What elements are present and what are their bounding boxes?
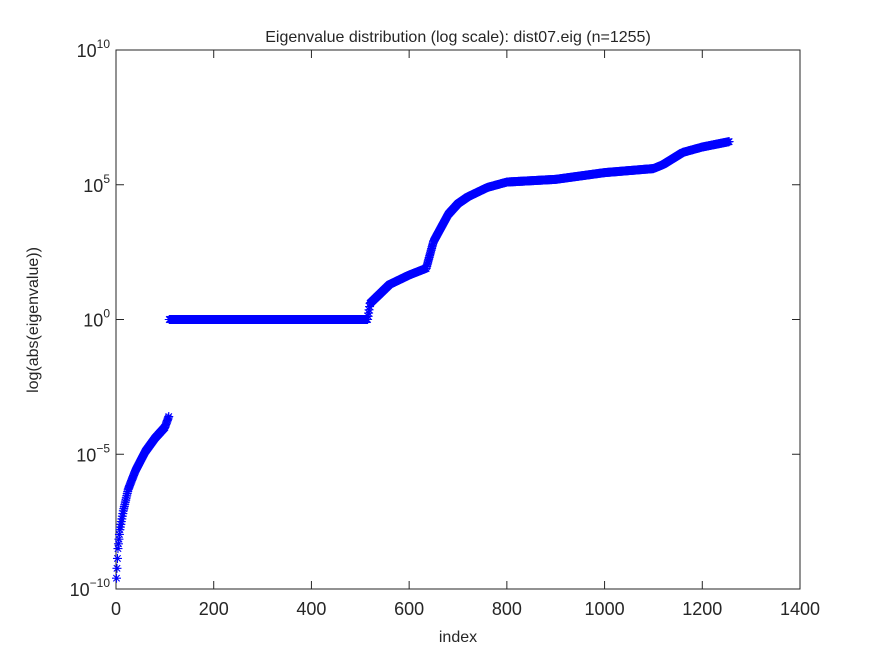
x-tick-label: 1000 [585, 599, 625, 619]
data-point [112, 553, 122, 563]
x-axis-ticks: 0 200 400 600 800 1000 1200 1400 [111, 50, 820, 619]
y-tick-label: 1010 [77, 37, 111, 61]
data-point [164, 412, 174, 422]
y-tick-label: 100 [83, 307, 110, 331]
x-tick-label: 1200 [682, 599, 722, 619]
data-point [113, 544, 123, 554]
data-point [111, 573, 121, 583]
x-axis-label: index [439, 629, 477, 646]
y-axis-label: log(abs(eigenvalue)) [25, 247, 42, 393]
y-tick-label: 105 [83, 172, 110, 196]
x-tick-label: 1400 [780, 599, 820, 619]
y-axis-ticks: 10−10 10−5 100 105 1010 [70, 37, 800, 600]
data-point [112, 563, 122, 573]
y-tick-label: 10−10 [70, 576, 111, 600]
chart-title: Eigenvalue distribution (log scale): dis… [265, 29, 651, 46]
data-point [113, 539, 123, 549]
data-point [114, 529, 124, 539]
x-tick-label: 800 [492, 599, 522, 619]
y-tick-label: 10−5 [76, 441, 110, 465]
data-points [111, 137, 734, 583]
data-point [724, 137, 734, 147]
x-tick-label: 200 [199, 599, 229, 619]
data-point [114, 534, 124, 544]
x-tick-label: 600 [394, 599, 424, 619]
x-tick-label: 0 [111, 599, 121, 619]
x-tick-label: 400 [296, 599, 326, 619]
